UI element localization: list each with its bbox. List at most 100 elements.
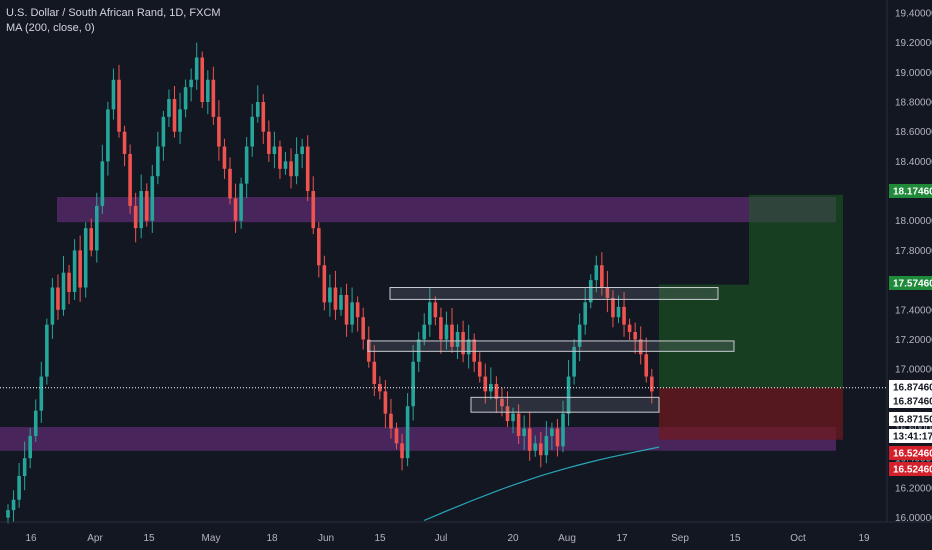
candle-body (311, 191, 316, 229)
candle-body (161, 116, 166, 147)
price-tag-label: 13:41:17 (893, 432, 932, 443)
candle-body (477, 361, 482, 377)
candle-body (156, 146, 160, 177)
candle-body (366, 339, 371, 362)
candles-layer (6, 42, 654, 524)
price-tag-background (889, 412, 932, 426)
candle-body (339, 294, 343, 310)
candle-body (616, 306, 621, 318)
candle-body (566, 376, 571, 414)
price-tick-label: 19.40000 (895, 8, 932, 19)
time-tick-label: 17 (616, 533, 628, 544)
price-tag-label: 16.87460 (893, 383, 932, 394)
candle-body (250, 116, 254, 147)
candle-body (45, 324, 49, 377)
candle-body (378, 383, 382, 392)
candle-body (583, 302, 587, 325)
candle-body (283, 161, 288, 169)
candle-body (95, 205, 99, 251)
candle-body (638, 339, 643, 355)
candle-body (200, 57, 205, 103)
candle-body (372, 361, 377, 384)
time-tick-label: 15 (374, 533, 386, 544)
candle-body (172, 99, 177, 132)
time-tick-label: 18 (266, 533, 278, 544)
candle-body (527, 428, 532, 451)
candle-body (350, 302, 354, 325)
price-tag-label: 17.57460 (893, 279, 932, 290)
candle-body (450, 324, 454, 347)
indicator-title[interactable]: MA (200, close, 0) (6, 22, 95, 34)
price-tick-label: 17.00000 (895, 365, 932, 376)
box-lower (470, 396, 660, 413)
candle-body (61, 272, 66, 310)
candle-body (500, 398, 504, 407)
candle-body (183, 87, 188, 110)
candle-body (83, 228, 88, 288)
candle-body (489, 383, 493, 392)
candle-body (189, 79, 193, 88)
candle-body (239, 183, 243, 221)
candle-body (128, 153, 132, 206)
candle-body (550, 428, 554, 436)
candle-body (328, 287, 332, 303)
time-axis[interactable]: 16 Apr 15 May 18 Jun 15 Jul 20 Aug 17 Sep 15 Oct 19 (0, 521, 932, 544)
candle-body (261, 102, 266, 132)
candle-body (122, 131, 127, 154)
time-tick-label: Jun (318, 533, 334, 544)
candle-body (577, 324, 582, 347)
candle-body (144, 191, 149, 221)
candle-body (167, 99, 171, 117)
candle-body (233, 198, 238, 221)
price-tag-label: 16.87150 (893, 415, 932, 426)
candle-body (533, 443, 538, 451)
candle-body (272, 146, 277, 154)
candle-body (627, 324, 632, 333)
candle-body (333, 287, 338, 310)
candle-body (28, 435, 32, 459)
price-tag-background (889, 184, 932, 198)
candle-body (89, 228, 94, 251)
stop-zone (659, 387, 843, 440)
candle-body (305, 146, 310, 192)
candle-body (33, 410, 38, 436)
price-tick-label: 18.60000 (895, 127, 932, 138)
price-tick-label: 16.20000 (895, 483, 932, 494)
price-tick-label: 17.40000 (895, 305, 932, 316)
candle-body (411, 361, 415, 407)
candle-body (361, 317, 365, 340)
price-tag-background (889, 394, 932, 408)
candle-body (472, 339, 476, 362)
candle-body (433, 302, 438, 318)
candle-body (633, 332, 637, 340)
price-tick-label: 18.00000 (895, 216, 932, 227)
candle-body (444, 324, 449, 340)
zones-layer (0, 194, 843, 451)
candle-body (511, 413, 515, 422)
price-tag-label: 16.52460 (893, 465, 932, 476)
candle-body (355, 302, 360, 318)
price-tick-label: 17.20000 (895, 335, 932, 346)
candle-body (244, 146, 249, 184)
candle-body (394, 428, 399, 444)
candle-body (594, 265, 599, 281)
candle-body (39, 376, 44, 411)
symbol-title[interactable]: U.S. Dollar / South African Rand, 1D, FX… (6, 7, 221, 19)
ma-200-line (423, 446, 660, 522)
candle-body (455, 332, 460, 347)
candle-body (72, 250, 77, 292)
box-upper (389, 287, 719, 300)
price-tag-label: 16.52460 (893, 449, 932, 460)
time-tick-label: Jul (435, 533, 448, 544)
price-tag-label: 16.87460 (893, 397, 932, 408)
candle-body (294, 153, 299, 177)
candle-body (611, 297, 615, 318)
candle-body (17, 475, 21, 500)
price-tick-label: 18.80000 (895, 98, 932, 109)
candle-body (466, 339, 471, 355)
time-tick-label: 15 (143, 533, 155, 544)
candle-body (194, 57, 199, 80)
candle-body (133, 205, 138, 229)
candle-body (622, 306, 626, 325)
